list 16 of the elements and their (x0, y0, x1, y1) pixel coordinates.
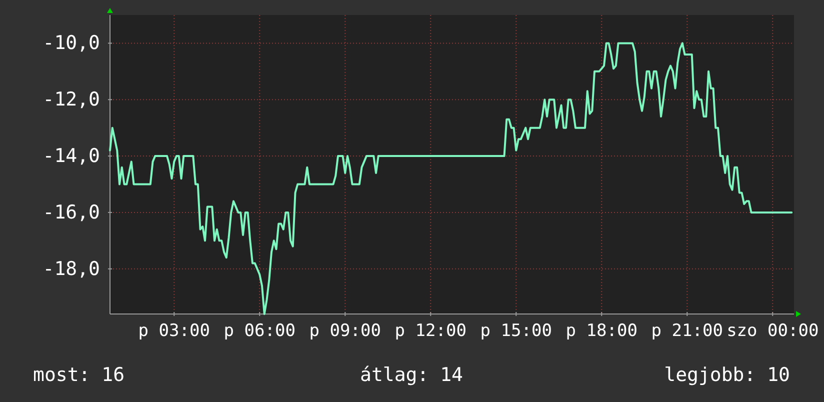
text: most: 16 (33, 364, 125, 386)
x-tick-label: p 18:00 (566, 321, 638, 341)
x-tick-label: p 03:00 (138, 321, 210, 341)
y-tick-label: -16,0 (42, 201, 100, 224)
x-tick-label: p 21:00 (651, 321, 723, 341)
x-tick-label: p 06:00 (224, 321, 296, 341)
x-tick-label: p 12:00 (394, 321, 466, 341)
y-tick-label: -14,0 (42, 145, 100, 168)
text: legjobb: 10 (664, 364, 790, 386)
y-tick-label: -10,0 (42, 32, 100, 54)
x-tick-label: p 15:00 (480, 321, 552, 341)
y-tick-label: -12,0 (42, 88, 100, 111)
text: átlag: 14 (360, 364, 463, 386)
x-tick-label: szo 00:00 (726, 321, 819, 341)
y-tick-label: -18,0 (42, 258, 100, 280)
x-tick-label: p 09:00 (309, 321, 381, 341)
